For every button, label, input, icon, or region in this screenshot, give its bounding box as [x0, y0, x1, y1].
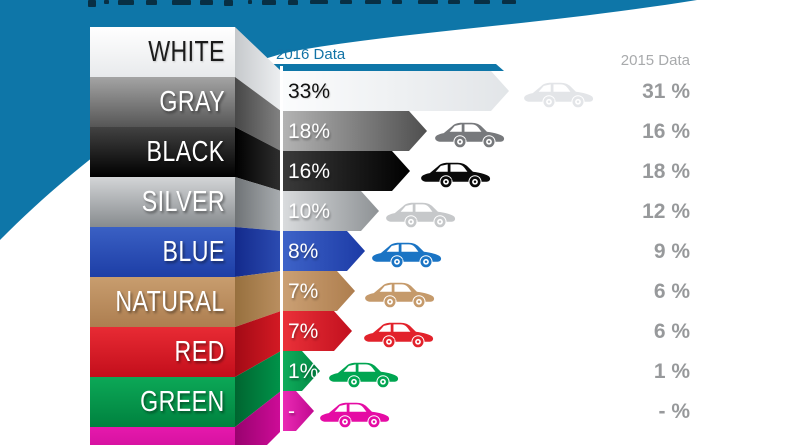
- pct-2016-bar: 18%: [283, 111, 427, 151]
- clipped-title-glyph: [224, 0, 233, 6]
- color-label-band: RED: [90, 327, 235, 377]
- pct-2015-value: - %: [658, 400, 691, 423]
- car-icon: [524, 82, 594, 108]
- pct-2016-bar: 16%: [283, 151, 410, 191]
- pct-2016-value: 33%: [288, 80, 331, 103]
- color-label: BLUE: [162, 236, 225, 268]
- column-divider-line: [280, 66, 283, 433]
- pct-2015-value: 1 %: [653, 360, 690, 383]
- car-icon: [364, 322, 434, 348]
- color-label: NATURAL: [115, 286, 225, 318]
- color-label-band: SILVER: [90, 177, 235, 227]
- color-label-band: GREEN: [90, 377, 235, 427]
- color-label-band: BLACK: [90, 127, 235, 177]
- clipped-title-glyph: [448, 0, 460, 4]
- car-icon: [329, 362, 399, 388]
- color-label-band: GRAY: [90, 77, 235, 127]
- pct-2016-bar: 33%: [283, 71, 509, 111]
- color-label: GRAY: [159, 86, 225, 118]
- pct-2015-value: 16 %: [642, 120, 690, 143]
- clipped-title-glyph: [200, 0, 213, 5]
- clipped-title-glyph: [365, 0, 381, 4]
- clipped-title-glyph: [88, 0, 96, 7]
- color-label: GREEN: [140, 386, 225, 418]
- color-label: RED: [174, 336, 225, 368]
- accent-strip: [246, 64, 504, 71]
- car-icon: [320, 402, 390, 428]
- pct-2015-value: 31 %: [642, 80, 690, 103]
- pct-2016-value: 7%: [288, 280, 319, 303]
- color-label: SILVER: [141, 186, 225, 218]
- color-label: BLACK: [146, 136, 225, 168]
- clipped-title-glyph: [146, 0, 157, 5]
- ribbon-fold: [235, 227, 281, 277]
- pct-2015-value: 18 %: [642, 160, 690, 183]
- pct-2016-value: 7%: [288, 320, 319, 343]
- car-icon: [421, 162, 491, 188]
- pct-2016-bar: 10%: [283, 191, 379, 231]
- clipped-title-glyph: [502, 0, 516, 4]
- pct-2015-value: 12 %: [642, 200, 690, 223]
- pct-2015-value: 9 %: [653, 240, 690, 263]
- clipped-title-glyph: [262, 0, 276, 5]
- clipped-title-glyph: [172, 0, 191, 5]
- pct-2016-value: 8%: [288, 240, 319, 263]
- pct-2016-value: 18%: [288, 120, 331, 143]
- clipped-title-glyph: [310, 0, 328, 4]
- clipped-title-glyph: [340, 0, 352, 4]
- pct-2015-value: 6 %: [653, 320, 690, 343]
- car-icon: [365, 282, 435, 308]
- clipped-title-glyph: [392, 0, 402, 4]
- clipped-title-glyph: [288, 0, 298, 5]
- car-icon: [372, 242, 442, 268]
- pct-2016-bar: 8%: [283, 231, 365, 271]
- color-label-band: BLUE: [90, 227, 235, 277]
- color-label-band: NATURAL: [90, 277, 235, 327]
- color-label: WHITE: [148, 36, 225, 68]
- pct-2016-value: 1%: [288, 360, 319, 383]
- color-label-band: WHITE: [90, 27, 235, 77]
- color-label-band: [90, 427, 235, 445]
- car-icon: [435, 122, 505, 148]
- clipped-title-glyph: [418, 0, 438, 4]
- data-2016-column-header: 2016 Data: [276, 46, 346, 63]
- clipped-title-glyph: [104, 0, 109, 4]
- pct-2016-value: 16%: [288, 160, 331, 183]
- data-2015-column-header: 2015 Data: [620, 52, 690, 69]
- pct-2015-value: 6 %: [653, 280, 690, 303]
- clipped-title-glyph: [474, 0, 490, 4]
- clipped-title-glyph: [118, 0, 134, 5]
- clipped-title-glyph: [248, 0, 252, 4]
- pct-2016-value: 10%: [288, 200, 331, 223]
- car-icon: [386, 202, 456, 228]
- pct-2016-value: -: [288, 400, 295, 423]
